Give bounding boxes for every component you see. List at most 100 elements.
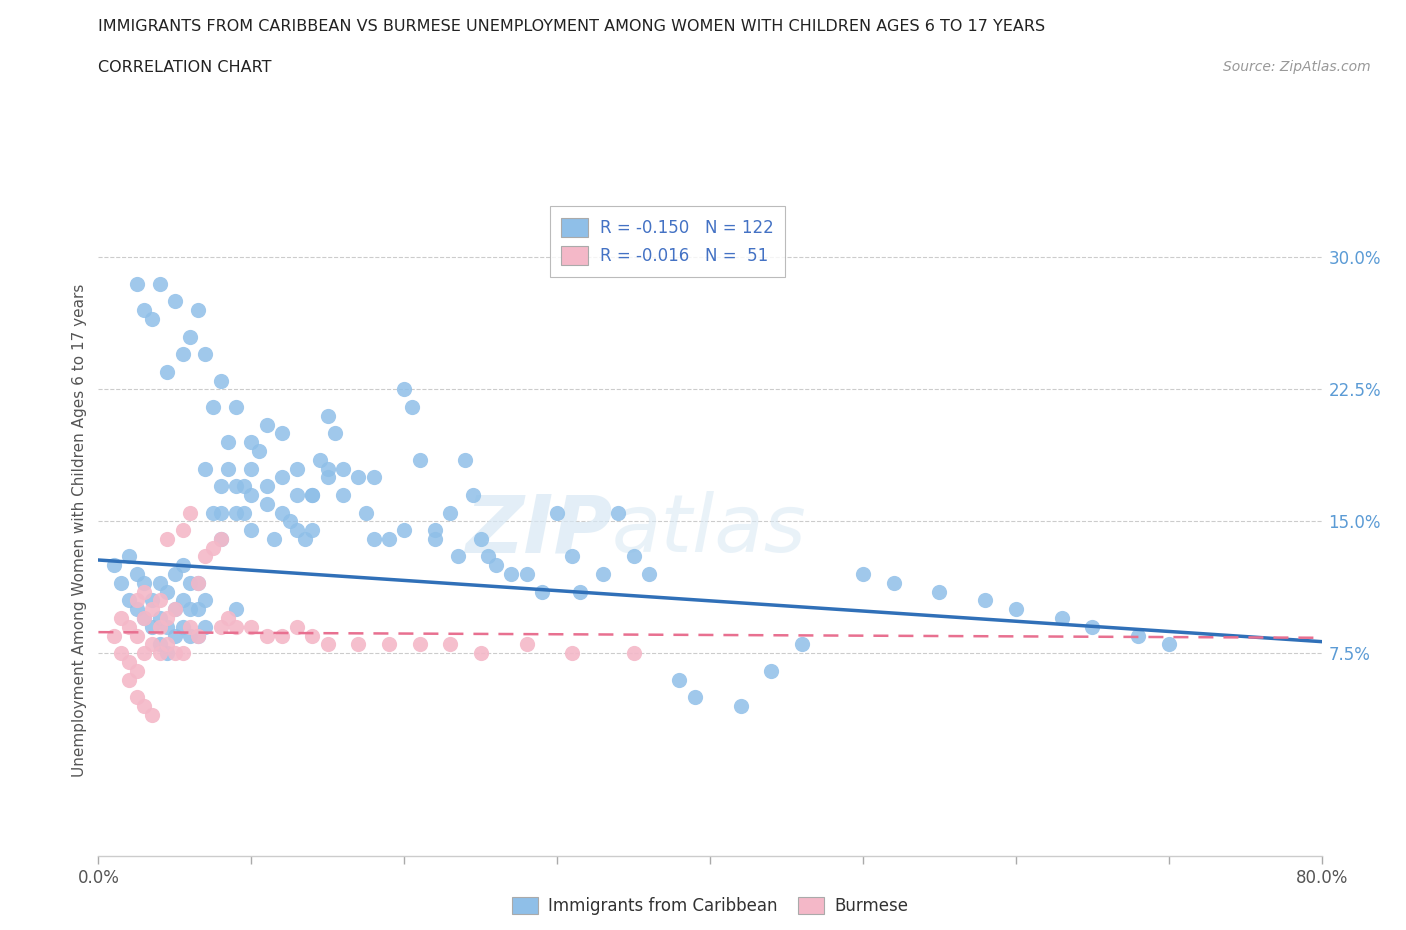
Y-axis label: Unemployment Among Women with Children Ages 6 to 17 years: Unemployment Among Women with Children A… [72,284,87,777]
Point [439,637,461,652]
Point [149,611,172,626]
Point [110,576,132,591]
Point [209,619,232,634]
Point [1050,611,1073,626]
Point [172,593,194,608]
Point [217,434,239,449]
Point [209,479,232,494]
Point [134,645,156,660]
Point [103,558,125,573]
Point [392,382,416,397]
Point [156,637,179,652]
Point [928,584,950,599]
Point [202,400,225,415]
Point [1157,637,1180,652]
Point [141,593,163,608]
Point [149,593,172,608]
Point [163,566,186,581]
Point [408,452,430,467]
Point [217,461,239,476]
Point [285,461,308,476]
Point [270,470,292,485]
Point [156,645,179,660]
Point [179,619,201,634]
Point [423,523,446,538]
Point [172,347,194,362]
Point [118,619,141,634]
Point [179,505,201,520]
Point [790,637,813,652]
Point [225,619,247,634]
Point [217,611,239,626]
Point [179,329,201,344]
Point [163,602,186,617]
Point [225,505,247,520]
Point [103,629,125,644]
Point [363,531,385,546]
Text: ZIP: ZIP [465,491,612,569]
Point [325,426,347,441]
Point [683,690,706,705]
Point [125,593,148,608]
Point [179,629,201,644]
Point [561,549,583,564]
Point [172,645,194,660]
Point [730,698,752,713]
Point [141,708,163,723]
Point [401,400,423,415]
Point [209,505,232,520]
Point [179,602,201,617]
Point [134,303,156,318]
Point [209,531,232,546]
Point [225,400,247,415]
Point [316,408,339,423]
Point [194,549,217,564]
Point [883,576,905,591]
Point [125,629,148,644]
Point [668,672,690,687]
Point [759,663,782,678]
Point [141,602,163,617]
Point [118,672,141,687]
Point [485,558,508,573]
Point [270,629,292,644]
Point [125,566,148,581]
Point [347,637,370,652]
Point [256,629,278,644]
Point [270,426,292,441]
Point [263,531,285,546]
Point [530,584,553,599]
Point [301,487,323,502]
Point [179,576,201,591]
Point [232,505,254,520]
Point [141,637,163,652]
Point [301,629,323,644]
Point [454,452,477,467]
Point [194,619,217,634]
Point [637,566,661,581]
Point [156,611,179,626]
Point [149,276,172,291]
Point [194,593,217,608]
Point [149,637,172,652]
Point [110,645,132,660]
Point [256,417,278,432]
Point [118,655,141,670]
Point [149,619,172,634]
Point [256,479,278,494]
Point [187,576,209,591]
Point [202,505,225,520]
Point [623,549,645,564]
Point [347,470,370,485]
Point [163,602,186,617]
Point [156,531,179,546]
Point [125,276,148,291]
Point [546,505,568,520]
Point [134,576,156,591]
Point [516,566,538,581]
Point [163,629,186,644]
Point [141,312,163,326]
Point [240,434,263,449]
Point [125,690,148,705]
Point [354,505,377,520]
